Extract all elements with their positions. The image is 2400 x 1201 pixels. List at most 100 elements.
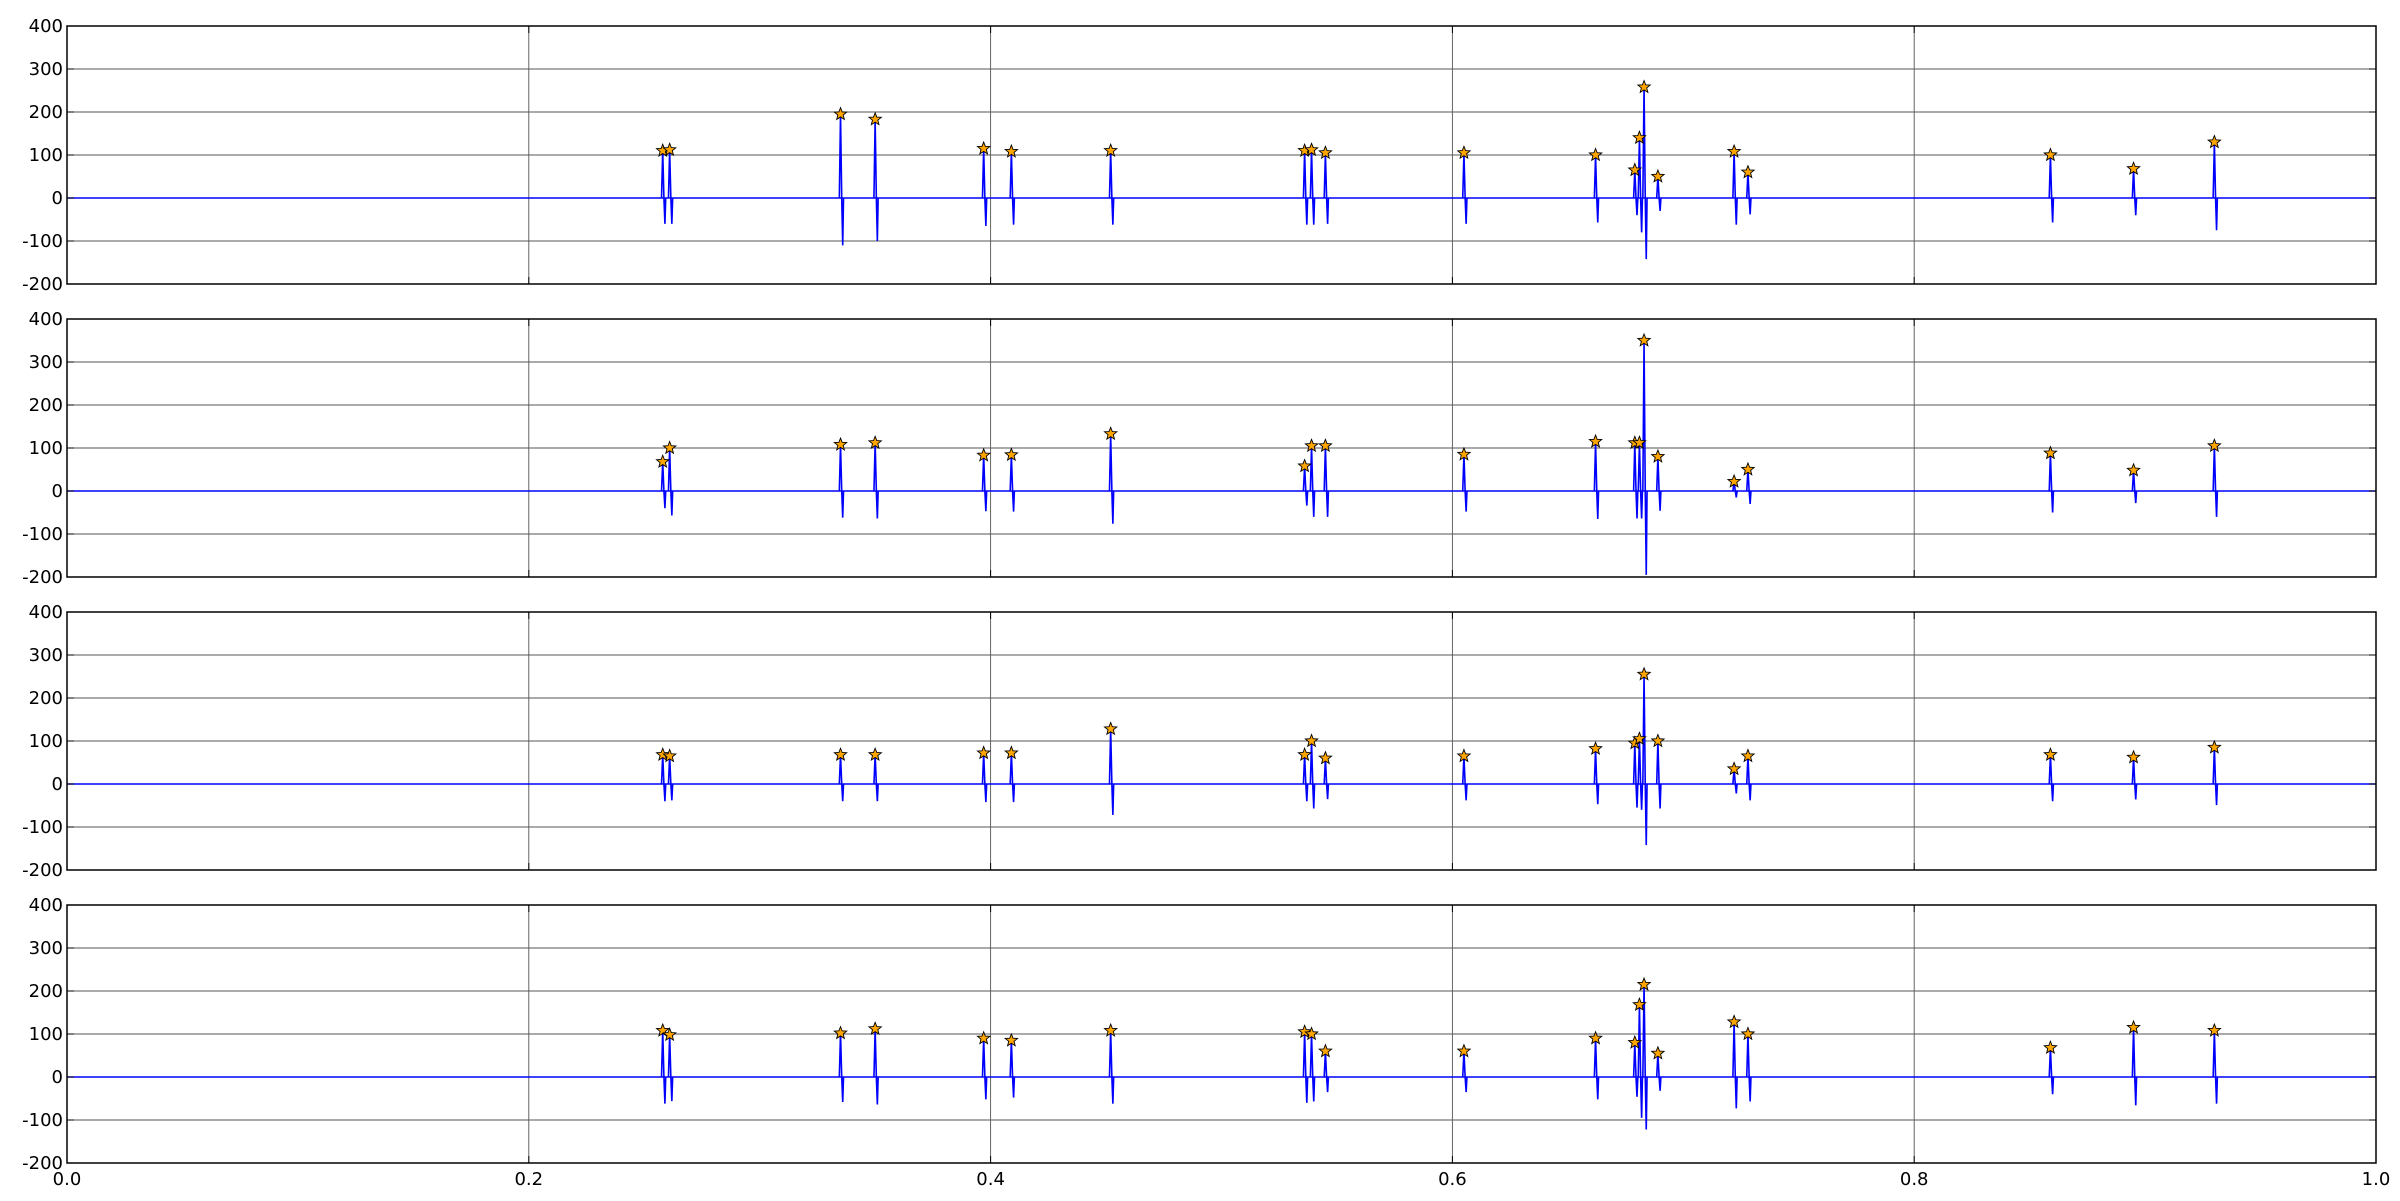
signal-spike [838, 114, 845, 246]
peak-marker [976, 745, 992, 760]
signal-spike [1593, 441, 1600, 519]
peak-marker [867, 747, 883, 762]
signal-spike [2048, 1047, 2055, 1095]
peak-marker [1636, 79, 1652, 94]
signal-spike [2131, 168, 2138, 216]
peak-marker [1726, 761, 1742, 776]
peak-marker [1456, 1043, 1472, 1058]
peak-marker [2043, 445, 2058, 460]
peak-marker [2126, 161, 2141, 176]
peak-marker [1297, 1024, 1312, 1039]
signal-spike [838, 754, 845, 802]
signal-spike [1655, 740, 1662, 809]
peak-marker [1588, 147, 1603, 162]
signal-spike [981, 455, 988, 512]
x-tick-label: 0.6 [1438, 1169, 1467, 1190]
y-tick-label: 400 [29, 309, 63, 330]
y-tick-label: 400 [29, 16, 63, 37]
signal-spike [1637, 137, 1644, 233]
signal-spike [667, 447, 674, 516]
peak-marker [1304, 733, 1319, 748]
y-tick-label: -100 [22, 231, 63, 252]
peak-marker [1636, 666, 1652, 681]
peak-marker [655, 747, 671, 762]
signal-spike [1593, 154, 1600, 223]
signal-spike [1309, 149, 1316, 225]
peak-marker [833, 436, 848, 451]
subplot-1: 400 300 200 100 0 -100 -200 [22, 16, 2377, 295]
signal-spike [1009, 1040, 1016, 1098]
signal-spike [1637, 1004, 1644, 1118]
peak-marker [1103, 721, 1119, 736]
signal-spike [2131, 1027, 2138, 1106]
signal-spike [2131, 757, 2138, 800]
signal-spike [660, 461, 667, 509]
peak-marker [1297, 458, 1312, 473]
y-tick-label: 0 [52, 481, 63, 502]
peak-marker [1318, 750, 1333, 765]
peak-marker [1632, 435, 1647, 450]
signal-spike [1309, 740, 1316, 809]
peak-marker [867, 111, 883, 126]
signal-spike [1108, 150, 1115, 225]
x-tick-label: 0.2 [514, 1169, 543, 1190]
peak-marker [2126, 462, 2141, 477]
peak-marker [1318, 438, 1333, 453]
signal-spike [1108, 433, 1115, 524]
signal-spike [1302, 754, 1309, 802]
peak-marker [1588, 740, 1603, 756]
peak-marker [1004, 1032, 1019, 1047]
signal-spike [1745, 172, 1752, 215]
y-tick-label: -200 [22, 274, 63, 295]
peak-marker [2043, 747, 2058, 762]
peak-marker [1318, 145, 1333, 160]
peak-marker [1103, 142, 1119, 157]
peak-marker [2207, 134, 2222, 149]
y-tick-label: -200 [22, 860, 63, 881]
peak-marker [867, 435, 883, 450]
peak-marker [662, 142, 678, 157]
peak-marker [1632, 130, 1647, 145]
signal-spike [1009, 151, 1016, 225]
peak-marker [1627, 162, 1643, 177]
signal-spike [1323, 152, 1330, 224]
peak-marker [1004, 143, 1019, 158]
signal-spike [2212, 445, 2219, 517]
signal-spike [1632, 743, 1639, 808]
peak-marker [867, 1021, 883, 1036]
peak-marker [1650, 448, 1666, 463]
signal-spike [1309, 1033, 1316, 1102]
signal-spike [1461, 1051, 1468, 1093]
signal-spike [1632, 442, 1639, 519]
y-tick-label: -100 [22, 1110, 63, 1131]
peak-marker [833, 747, 848, 762]
signal-spike [1302, 466, 1309, 506]
peak-marker [2126, 1019, 2141, 1034]
signal-spike [1642, 87, 1648, 260]
signal-spike [1632, 1042, 1639, 1097]
y-tick-label: 200 [29, 102, 63, 123]
signal-spike [1302, 1031, 1309, 1103]
peak-marker [2207, 438, 2222, 453]
peak-marker [1650, 1045, 1666, 1060]
subplot-2: 400 300 200 100 0 -100 -200 [22, 309, 2377, 588]
y-tick-label: 0 [52, 1067, 63, 1088]
y-tick-label: -200 [22, 567, 63, 588]
peak-marker [2207, 1022, 2222, 1037]
peak-marker [833, 1025, 848, 1040]
signal-spike [2048, 453, 2055, 513]
peak-marker [1632, 731, 1647, 746]
peak-marker [1456, 446, 1472, 461]
y-tick-label: 0 [52, 188, 63, 209]
signal-spike [1745, 469, 1752, 504]
peak-marker [1636, 332, 1652, 347]
peak-marker [662, 748, 678, 763]
signal-spike [660, 1030, 667, 1104]
peak-marker [2207, 739, 2222, 754]
x-tick-label: 0.8 [1900, 1169, 1929, 1190]
signal-spike [2212, 1030, 2219, 1104]
subplot-3: 400 300 200 100 0 -100 -200 [22, 602, 2377, 881]
peak-marker [2043, 1040, 2058, 1055]
signal-spike [2048, 754, 2055, 802]
